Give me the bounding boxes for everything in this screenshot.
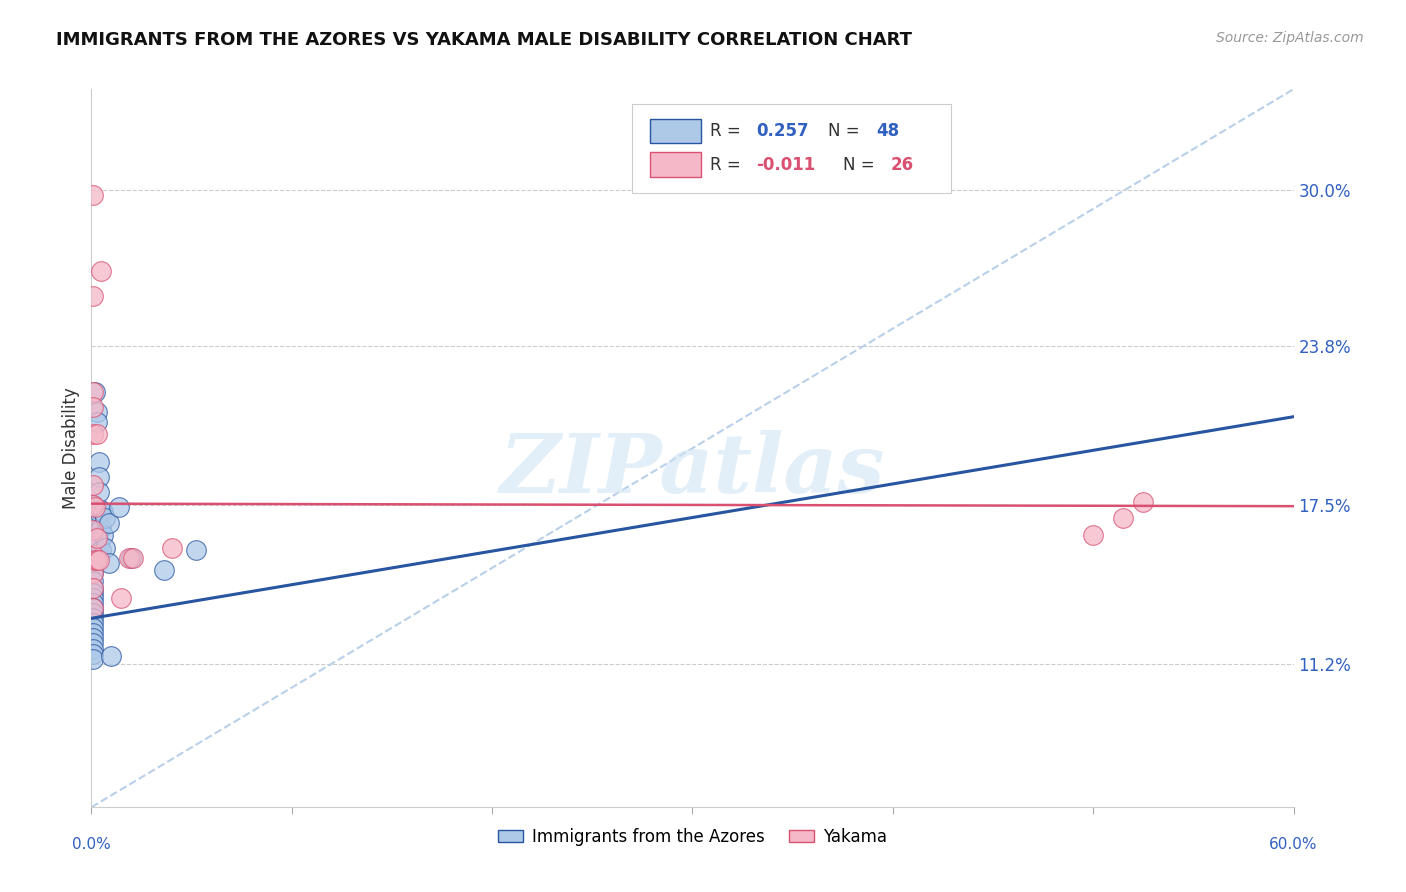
Point <box>86 427 108 442</box>
Point <box>100 649 122 664</box>
Point <box>160 541 183 555</box>
Point <box>89 455 111 469</box>
Point <box>84 553 107 567</box>
Point <box>82 566 104 580</box>
Text: N =: N = <box>842 155 880 174</box>
Point <box>82 549 104 563</box>
Point <box>94 510 117 524</box>
FancyBboxPatch shape <box>633 103 950 194</box>
Text: Source: ZipAtlas.com: Source: ZipAtlas.com <box>1216 31 1364 45</box>
Point <box>82 400 104 414</box>
Point <box>82 641 104 656</box>
Point <box>93 528 115 542</box>
Point <box>82 498 104 512</box>
Point <box>93 506 115 520</box>
Text: 26: 26 <box>891 155 914 174</box>
Text: 60.0%: 60.0% <box>1270 838 1317 853</box>
Text: 0.257: 0.257 <box>756 122 808 140</box>
Point <box>94 541 117 555</box>
Point <box>86 531 108 545</box>
Point <box>90 263 112 277</box>
Point <box>82 632 104 646</box>
FancyBboxPatch shape <box>651 153 700 177</box>
Point <box>152 563 174 577</box>
Point <box>118 550 141 565</box>
Text: N =: N = <box>828 122 865 140</box>
Point <box>184 543 207 558</box>
Point <box>82 607 104 621</box>
Point <box>82 510 104 524</box>
Point <box>82 581 104 595</box>
Text: 0.0%: 0.0% <box>72 838 111 853</box>
Point <box>89 506 111 520</box>
Point <box>89 523 111 537</box>
Text: 48: 48 <box>876 122 900 140</box>
Point <box>82 636 104 650</box>
Point <box>82 611 104 625</box>
Y-axis label: Male Disability: Male Disability <box>62 387 80 509</box>
Point <box>82 581 104 595</box>
Point <box>108 500 131 515</box>
Point <box>82 591 104 606</box>
Point <box>82 427 104 442</box>
Point <box>84 500 107 515</box>
Text: IMMIGRANTS FROM THE AZORES VS YAKAMA MALE DISABILITY CORRELATION CHART: IMMIGRANTS FROM THE AZORES VS YAKAMA MAL… <box>56 31 912 49</box>
Point <box>110 591 132 606</box>
Point <box>82 626 104 640</box>
Point <box>86 553 108 567</box>
Point <box>89 470 111 484</box>
Point <box>86 415 108 429</box>
Point <box>82 384 104 399</box>
Point <box>82 574 104 588</box>
Point <box>82 188 104 202</box>
Point <box>82 601 104 615</box>
Text: R =: R = <box>710 155 747 174</box>
Point <box>82 586 104 600</box>
Point <box>86 405 108 419</box>
Legend: Immigrants from the Azores, Yakama: Immigrants from the Azores, Yakama <box>492 822 893 853</box>
Point <box>1083 528 1105 542</box>
Point <box>122 550 145 565</box>
Point <box>82 561 104 575</box>
Point <box>82 651 104 665</box>
Point <box>82 498 104 512</box>
Point <box>82 289 104 303</box>
Point <box>89 553 111 567</box>
Point <box>90 503 112 517</box>
Point <box>82 621 104 635</box>
Point <box>84 384 107 399</box>
Point <box>82 523 104 537</box>
Point <box>82 556 104 570</box>
Point <box>1112 510 1135 524</box>
Point <box>1132 495 1154 509</box>
Text: ZIPatlas: ZIPatlas <box>499 430 886 509</box>
Point <box>82 647 104 661</box>
Point <box>82 541 104 555</box>
FancyBboxPatch shape <box>651 119 700 143</box>
Point <box>121 550 143 565</box>
Point <box>82 601 104 615</box>
Text: R =: R = <box>710 122 747 140</box>
Point <box>82 549 104 563</box>
Point <box>82 566 104 580</box>
Point <box>89 485 111 500</box>
Point <box>90 543 112 558</box>
Point <box>89 549 111 563</box>
Point <box>82 616 104 631</box>
Point <box>90 520 112 534</box>
Text: -0.011: -0.011 <box>756 155 815 174</box>
Point <box>98 516 121 530</box>
Point <box>98 556 121 570</box>
Point <box>82 596 104 610</box>
Point <box>82 531 104 545</box>
Point <box>82 477 104 491</box>
Point <box>89 535 111 549</box>
